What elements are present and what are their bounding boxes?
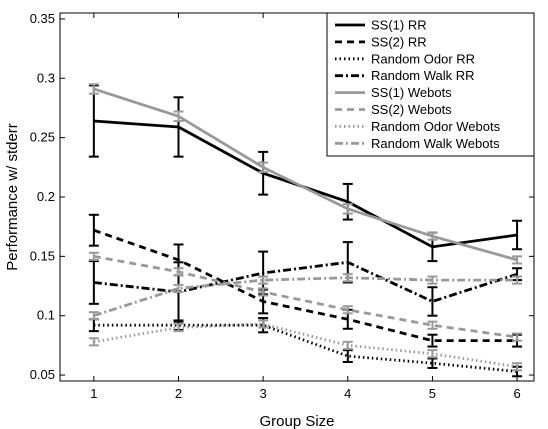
series-5 xyxy=(88,83,523,265)
legend-label: SS(2) RR xyxy=(371,34,427,49)
legend-item-1: SS(1) RR xyxy=(335,18,427,33)
legend-label: Random Odor Webots xyxy=(371,119,501,134)
legend-item-6: SS(2) Webots xyxy=(335,102,452,117)
x-tick-label: 6 xyxy=(513,386,520,401)
legend-label: Random Walk RR xyxy=(371,68,475,83)
y-axis: 0.05 0.1 0.15 0.2 0.25 0.3 0.35 xyxy=(30,11,534,382)
legend-item-7: Random Odor Webots xyxy=(335,119,501,134)
series-6 xyxy=(88,251,523,342)
x-tick-label: 2 xyxy=(175,386,182,401)
y-axis-label: Performance w/ stderr xyxy=(4,123,21,271)
legend-item-8: Random Walk Webots xyxy=(335,136,500,151)
legend-item-5: SS(1) Webots xyxy=(335,85,452,100)
series-line xyxy=(93,254,518,339)
series-line xyxy=(93,276,518,318)
x-tick-label: 1 xyxy=(90,386,97,401)
y-tick-label: 0.1 xyxy=(37,308,55,323)
legend-label: SS(1) RR xyxy=(371,18,427,33)
legend-item-4: Random Walk RR xyxy=(335,68,475,83)
y-tick-label: 0.15 xyxy=(30,248,55,263)
series-line xyxy=(93,228,518,343)
y-tick-label: 0.35 xyxy=(30,11,55,26)
series-7 xyxy=(88,319,523,372)
series-line xyxy=(93,87,518,262)
legend-item-2: SS(2) RR xyxy=(335,34,427,49)
x-tick-label: 4 xyxy=(344,386,351,401)
series-layer xyxy=(88,83,523,378)
legend-label: SS(2) Webots xyxy=(371,102,452,117)
series-line xyxy=(93,260,518,303)
legend-label: Random Walk Webots xyxy=(371,136,500,151)
y-tick-label: 0.3 xyxy=(37,70,55,85)
x-tick-label: 3 xyxy=(260,386,267,401)
plot-area: 1 2 3 4 5 6 0.05 0.1 0.15 0.2 0.25 0.3 0.35 xyxy=(30,11,535,401)
x-axis-label: Group Size xyxy=(259,413,334,429)
legend-label: Random Odor RR xyxy=(371,51,475,66)
y-tick-label: 0.25 xyxy=(30,130,55,145)
y-tick-label: 0.05 xyxy=(30,367,55,382)
y-tick-label: 0.2 xyxy=(37,189,55,204)
x-tick-label: 5 xyxy=(429,386,436,401)
legend-label: SS(1) Webots xyxy=(371,85,452,100)
legend-box xyxy=(326,12,535,157)
series-8 xyxy=(88,273,523,321)
legend-item-3: Random Odor RR xyxy=(335,51,475,66)
